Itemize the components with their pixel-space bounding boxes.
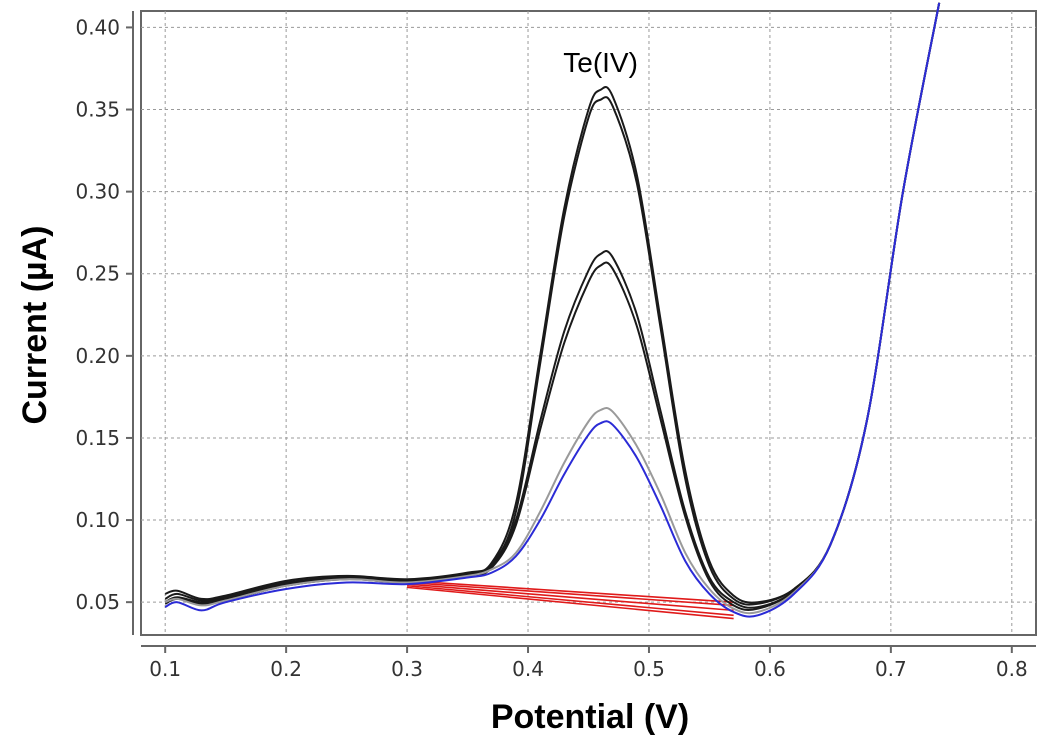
- baseline-line: [407, 580, 734, 603]
- y-tick-label: 0.10: [75, 508, 120, 532]
- y-tick-label: 0.20: [75, 344, 120, 368]
- baseline-lines: [407, 580, 734, 620]
- plot-area: [140, 10, 1037, 636]
- x-tick-label: 0.8: [996, 657, 1028, 681]
- x-tick-label: 0.3: [391, 657, 423, 681]
- y-tick-label: 0.15: [75, 426, 120, 450]
- x-axis-title: Potential (V): [491, 698, 689, 736]
- y-tick-label: 0.40: [75, 15, 120, 39]
- y-tick-label: 0.30: [75, 180, 120, 204]
- x-tick-labels: 0.1 0.2 0.3 0.4 0.5 0.6 0.7 0.8: [149, 646, 1028, 681]
- y-tick-label: 0.05: [75, 590, 120, 614]
- baseline-line: [407, 586, 734, 620]
- x-tick-label: 0.1: [149, 657, 181, 681]
- baseline-line: [407, 583, 734, 612]
- x-tick-label: 0.5: [633, 657, 665, 681]
- series-line: [164, 2, 941, 618]
- x-tick-label: 0.2: [270, 657, 302, 681]
- peak-annotation: Te(IV): [563, 47, 638, 78]
- x-tick-label: 0.7: [875, 657, 907, 681]
- y-axis-title: Current (µA): [16, 225, 54, 424]
- x-tick-label: 0.6: [754, 657, 786, 681]
- x-tick-label: 0.4: [512, 657, 544, 681]
- grid-lines: [132, 11, 1036, 647]
- series-lines: [164, 2, 941, 618]
- y-tick-labels: 0.05 0.10 0.15 0.20 0.25 0.30 0.35 0.40: [75, 15, 133, 614]
- baseline-line: [407, 581, 734, 607]
- baseline-line: [407, 584, 734, 617]
- y-tick-label: 0.25: [75, 262, 120, 286]
- y-tick-label: 0.35: [75, 98, 120, 122]
